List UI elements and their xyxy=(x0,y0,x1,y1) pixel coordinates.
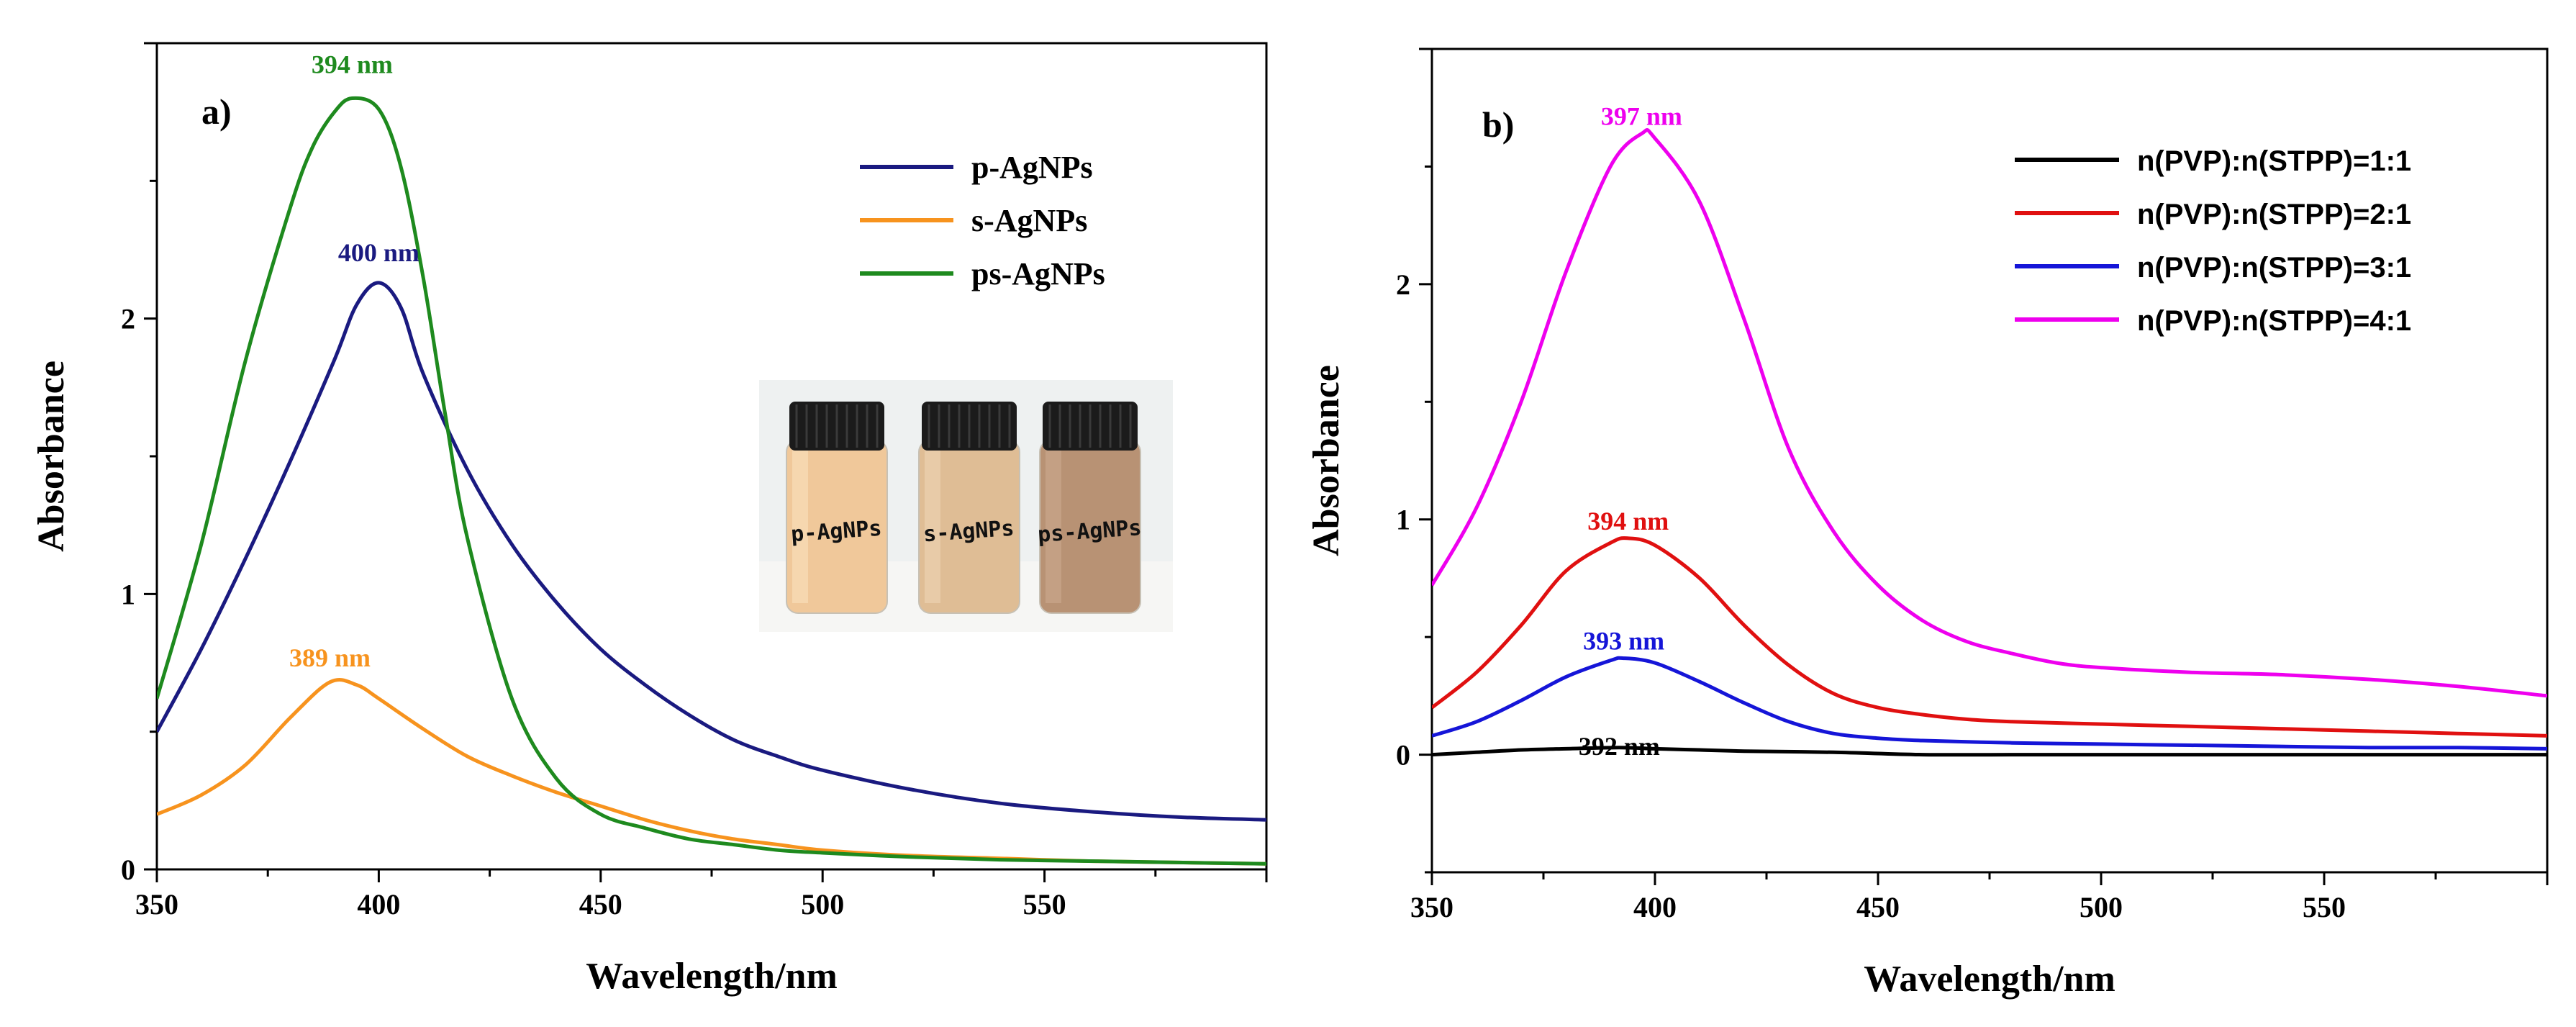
x-tick-label: 500 xyxy=(801,888,844,920)
legend-entry: ps-AgNPs xyxy=(971,256,1105,291)
y-tick-label: 1 xyxy=(121,578,135,610)
vial-3: ps-AgNPs xyxy=(1037,402,1143,614)
y-axis-title: Absorbance xyxy=(31,361,72,552)
x-tick-label: 350 xyxy=(135,888,178,920)
y-tick-label: 1 xyxy=(1396,504,1410,536)
panel-label: b) xyxy=(1482,104,1514,145)
series-line-2 xyxy=(157,678,1266,866)
chart-panel-a: 350 400 450 500 550 0 1 2 Wavelength/nm Absorbanc… xyxy=(31,42,1268,997)
x-tick-label: 550 xyxy=(1023,888,1066,920)
series-group xyxy=(157,96,1266,866)
peak-label: 400 nm xyxy=(338,238,419,267)
y-tick-label: 2 xyxy=(1396,268,1410,301)
inset-photo: p-AgNPs s-AgNPs ps-AgNPs xyxy=(759,380,1173,632)
chart-panel-b: 350 400 450 500 550 0 1 2 Wavelength/nm Absorbanc… xyxy=(1306,47,2549,1000)
y-axis-title: Absorbance xyxy=(1306,365,1347,556)
series-line-4 xyxy=(1432,128,2547,698)
peak-label: 393 nm xyxy=(1583,627,1664,656)
x-tick-label: 400 xyxy=(357,888,400,920)
series-group xyxy=(1432,128,2547,757)
vial-1: p-AgNPs xyxy=(786,402,888,614)
y-tick-label: 0 xyxy=(121,854,135,886)
legend-entry: n(PVP):n(STPP)=1:1 xyxy=(2137,145,2411,177)
peak-label: 389 nm xyxy=(289,643,371,672)
x-tick-label: 450 xyxy=(579,888,622,920)
x-axis-title: Wavelength/nm xyxy=(586,956,838,997)
x-tick-label: 400 xyxy=(1633,891,1677,923)
series-line-2 xyxy=(1432,536,2547,738)
x-tick-label: 350 xyxy=(1410,891,1453,923)
series-line-1 xyxy=(157,281,1266,822)
legend: n(PVP):n(STPP)=1:1 n(PVP):n(STPP)=2:1 n(PV… xyxy=(2015,145,2411,337)
legend-entry: n(PVP):n(STPP)=4:1 xyxy=(2137,305,2411,337)
peak-label: 394 nm xyxy=(312,50,393,79)
legend-entry: n(PVP):n(STPP)=2:1 xyxy=(2137,199,2411,230)
panel-label: a) xyxy=(201,91,232,132)
series-line-1 xyxy=(1432,746,2547,757)
x-tick-label: 550 xyxy=(2303,891,2346,923)
series-line-3 xyxy=(157,96,1266,866)
peak-label: 394 nm xyxy=(1587,507,1669,535)
y-tick-label: 0 xyxy=(1396,739,1410,772)
x-tick-label: 450 xyxy=(1856,891,1900,923)
legend-entry: n(PVP):n(STPP)=3:1 xyxy=(2137,252,2411,284)
legend-entry: s-AgNPs xyxy=(971,203,1087,238)
peak-label: 392 nm xyxy=(1579,732,1660,761)
vial-2: s-AgNPs xyxy=(918,402,1020,614)
x-axis-title: Wavelength/nm xyxy=(1864,959,2115,1000)
peak-label: 397 nm xyxy=(1601,102,1682,131)
series-line-3 xyxy=(1432,656,2547,751)
legend: p-AgNPs s-AgNPs ps-AgNPs xyxy=(860,150,1105,291)
x-tick-label: 500 xyxy=(2080,891,2123,923)
y-tick-label: 2 xyxy=(121,303,135,335)
legend-entry: p-AgNPs xyxy=(971,150,1093,185)
